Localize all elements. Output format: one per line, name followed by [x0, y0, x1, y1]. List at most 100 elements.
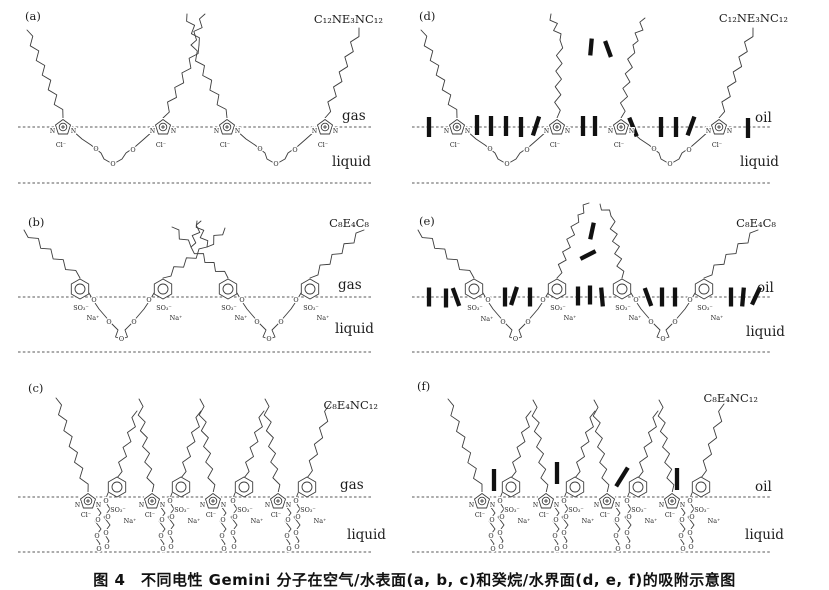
- oxygen-atom-label: O: [648, 318, 653, 326]
- bond-line: [180, 410, 202, 479]
- ion-label: SO₃⁻: [156, 304, 172, 312]
- bond-line: [574, 410, 596, 479]
- oxygen-atom-label: O: [293, 529, 298, 537]
- oxygen-atom-label: O: [286, 545, 291, 553]
- bond-line: [114, 130, 154, 164]
- nitrogen-atom-label: N: [533, 502, 538, 509]
- bond-line: [703, 229, 759, 279]
- ion-label: Na⁺: [170, 314, 183, 322]
- oxygen-atom-label: O: [158, 532, 163, 540]
- oxygen-atom-label: O: [554, 545, 559, 553]
- oxygen-atom-label: O: [159, 516, 164, 524]
- oxygen-atom-label: O: [91, 296, 96, 304]
- bond-line: [497, 492, 505, 548]
- oxygen-atom-label: O: [525, 318, 530, 326]
- ion-label: SO₃⁻: [110, 506, 126, 514]
- ion-label: Cl⁻: [712, 141, 722, 149]
- panel-letter: (a): [25, 9, 41, 23]
- bond-line: [236, 292, 270, 340]
- oxygen-atom-label: O: [485, 296, 490, 304]
- bond-line: [619, 44, 636, 119]
- ion-label: Cl⁻: [145, 511, 155, 519]
- ion-label: SO₃⁻: [504, 506, 520, 514]
- oxygen-atom-label: O: [239, 296, 244, 304]
- bond-line: [630, 292, 664, 340]
- nitrogen-atom-label: N: [150, 128, 155, 135]
- oxygen-atom-label: O: [230, 529, 235, 537]
- oxygen-atom-label: O: [679, 516, 684, 524]
- bond-line: [206, 227, 226, 248]
- nitrogen-atom-label: N: [75, 502, 80, 509]
- ion-label: Na⁺: [629, 314, 642, 322]
- oxygen-atom-label: O: [497, 497, 502, 505]
- oxygen-atom-label: O: [295, 513, 300, 521]
- benzenesulfonate-headgroup: [218, 278, 238, 300]
- oxygen-atom-label: O: [552, 532, 557, 540]
- bond-line: [284, 505, 292, 550]
- oxygen-atom-label: O: [489, 516, 494, 524]
- bond-line: [577, 202, 590, 216]
- oxygen-atom-label: O: [119, 335, 124, 343]
- oxygen-atom-label: O: [561, 529, 566, 537]
- bond-line: [549, 13, 562, 41]
- oxygen-atom-label: O: [160, 545, 165, 553]
- benzenesulfonate-headgroup: [612, 278, 632, 300]
- bond-line: [190, 13, 206, 46]
- bond-line: [637, 410, 659, 479]
- oxygen-atom-label: O: [103, 497, 108, 505]
- bond-line: [186, 13, 200, 46]
- bond-line: [121, 292, 155, 340]
- ion-label: Na⁺: [564, 314, 577, 322]
- bond-line: [556, 214, 580, 279]
- oxygen-atom-label: O: [513, 335, 518, 343]
- ion-label: Na⁺: [251, 517, 264, 525]
- oxygen-atom-label: O: [96, 545, 101, 553]
- upper-phase-label: gas: [342, 108, 366, 124]
- panel-letter: (f): [417, 379, 430, 393]
- ion-label: SO₃⁻: [697, 304, 713, 312]
- ion-label: Cl⁻: [318, 141, 328, 149]
- bond-line: [88, 292, 122, 340]
- ion-label: Cl⁻: [206, 511, 216, 519]
- oxygen-atom-label: O: [497, 529, 502, 537]
- oxygen-atom-label: O: [285, 516, 290, 524]
- oxygen-atom-label: O: [561, 497, 566, 505]
- upper-phase-label: oil: [755, 479, 772, 495]
- oxygen-atom-label: O: [230, 497, 235, 505]
- bond-line: [116, 410, 138, 479]
- oxygen-atom-label: O: [563, 513, 568, 521]
- bond-line: [230, 492, 238, 548]
- benzenesulfonate-headgroup: [107, 476, 127, 498]
- nitrogen-atom-label: N: [312, 128, 317, 135]
- ion-label: Cl⁻: [614, 141, 624, 149]
- ion-label: Na⁺: [188, 517, 201, 525]
- oxygen-atom-label: O: [221, 545, 226, 553]
- molecule-name-label: C₁₂NE₃NC₁₂: [719, 11, 788, 25]
- ion-label: Na⁺: [708, 517, 721, 525]
- oxygen-atom-label: O: [687, 296, 692, 304]
- oxygen-atom-label: O: [232, 513, 237, 521]
- oxygen-atom-label: O: [667, 160, 672, 168]
- benzenesulfonate-headgroup: [300, 278, 320, 300]
- bond-line: [420, 29, 458, 119]
- nitrogen-atom-label: N: [139, 502, 144, 509]
- oil-molecule-bar: [603, 40, 613, 58]
- ion-label: Cl⁻: [475, 511, 485, 519]
- nitrogen-atom-label: N: [490, 502, 495, 509]
- oxygen-atom-label: O: [94, 532, 99, 540]
- bond-line: [552, 505, 560, 550]
- bond-line: [162, 44, 200, 119]
- bond-line: [599, 203, 612, 217]
- oxygen-atom-label: O: [103, 529, 108, 537]
- oil-molecule-bar: [685, 115, 697, 137]
- ion-label: Cl⁻: [665, 511, 675, 519]
- nitrogen-atom-label: N: [71, 128, 76, 135]
- oil-molecule-bar: [740, 287, 746, 307]
- oil-molecule-bar: [509, 286, 519, 306]
- ion-label: SO₃⁻: [568, 506, 584, 514]
- benzenesulfonate-headgroup: [171, 476, 191, 498]
